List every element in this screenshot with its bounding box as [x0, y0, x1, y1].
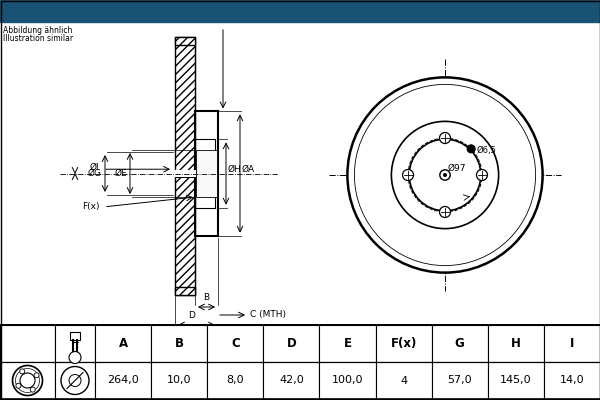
Circle shape	[409, 139, 481, 211]
Text: I: I	[570, 337, 574, 350]
Bar	[488, 325, 544, 362]
Circle shape	[440, 170, 450, 180]
Text: 14,0: 14,0	[560, 376, 584, 386]
Text: 264,0: 264,0	[107, 376, 139, 386]
Text: ØH: ØH	[228, 165, 242, 174]
Text: G: G	[455, 337, 464, 350]
Text: E: E	[343, 337, 352, 350]
Text: 145,0: 145,0	[500, 376, 532, 386]
Text: 510291: 510291	[392, 2, 467, 20]
Circle shape	[69, 374, 81, 386]
Bar	[174, 170, 196, 177]
Text: C: C	[231, 337, 239, 350]
Text: B: B	[203, 293, 209, 302]
Bar	[488, 362, 544, 399]
Bar	[431, 362, 488, 399]
Bar	[175, 287, 195, 295]
Bar	[376, 325, 431, 362]
Bar	[263, 362, 319, 399]
Circle shape	[20, 373, 35, 388]
Bar	[175, 37, 195, 45]
Text: 24.0310-0291.1: 24.0310-0291.1	[116, 2, 274, 20]
Bar	[95, 325, 151, 362]
Circle shape	[443, 173, 447, 177]
Circle shape	[476, 170, 487, 180]
Bar	[431, 325, 488, 362]
Text: D: D	[188, 311, 195, 320]
Circle shape	[61, 366, 89, 394]
Text: ØE: ØE	[115, 169, 127, 178]
Text: F(x): F(x)	[82, 202, 100, 211]
Bar	[544, 362, 600, 399]
Bar	[0, 362, 55, 399]
Bar	[544, 325, 600, 362]
Text: B: B	[175, 337, 184, 350]
Circle shape	[30, 387, 35, 392]
Bar	[175, 37, 195, 295]
Circle shape	[347, 77, 542, 273]
Circle shape	[439, 206, 451, 218]
Text: 57,0: 57,0	[448, 376, 472, 386]
Bar	[0, 0, 600, 22]
Bar	[195, 112, 218, 236]
Circle shape	[16, 383, 21, 388]
Bar	[376, 362, 431, 399]
Text: Illustration similar: Illustration similar	[3, 34, 73, 43]
Text: Abbildung ähnlich: Abbildung ähnlich	[3, 26, 73, 35]
Bar	[95, 362, 151, 399]
Text: H: H	[511, 337, 521, 350]
Text: 10,0: 10,0	[167, 376, 191, 386]
Bar	[151, 362, 207, 399]
Bar	[55, 362, 95, 399]
Bar	[319, 325, 376, 362]
Text: F(x): F(x)	[391, 337, 417, 350]
Text: A: A	[118, 337, 128, 350]
Text: Ø97: Ø97	[448, 164, 467, 173]
Bar	[55, 325, 95, 362]
Bar	[319, 362, 376, 399]
Bar	[207, 362, 263, 399]
Bar	[196, 150, 217, 197]
Bar	[70, 332, 80, 340]
Text: ØA: ØA	[242, 165, 255, 174]
Text: 42,0: 42,0	[279, 376, 304, 386]
Text: ØI: ØI	[89, 163, 99, 172]
Text: Ø6,5: Ø6,5	[476, 146, 496, 155]
Bar	[0, 325, 55, 362]
Bar	[207, 325, 263, 362]
Text: 4: 4	[400, 376, 407, 386]
Circle shape	[439, 132, 451, 144]
Text: ØG: ØG	[88, 169, 102, 178]
Text: C (MTH): C (MTH)	[250, 310, 286, 320]
Circle shape	[69, 352, 81, 364]
Circle shape	[20, 369, 25, 374]
Bar	[263, 325, 319, 362]
Circle shape	[467, 145, 475, 153]
Text: 8,0: 8,0	[226, 376, 244, 386]
Circle shape	[13, 366, 43, 396]
Bar	[151, 325, 207, 362]
Circle shape	[403, 170, 413, 180]
Circle shape	[34, 373, 39, 378]
Text: 100,0: 100,0	[332, 376, 363, 386]
Text: D: D	[287, 337, 296, 350]
